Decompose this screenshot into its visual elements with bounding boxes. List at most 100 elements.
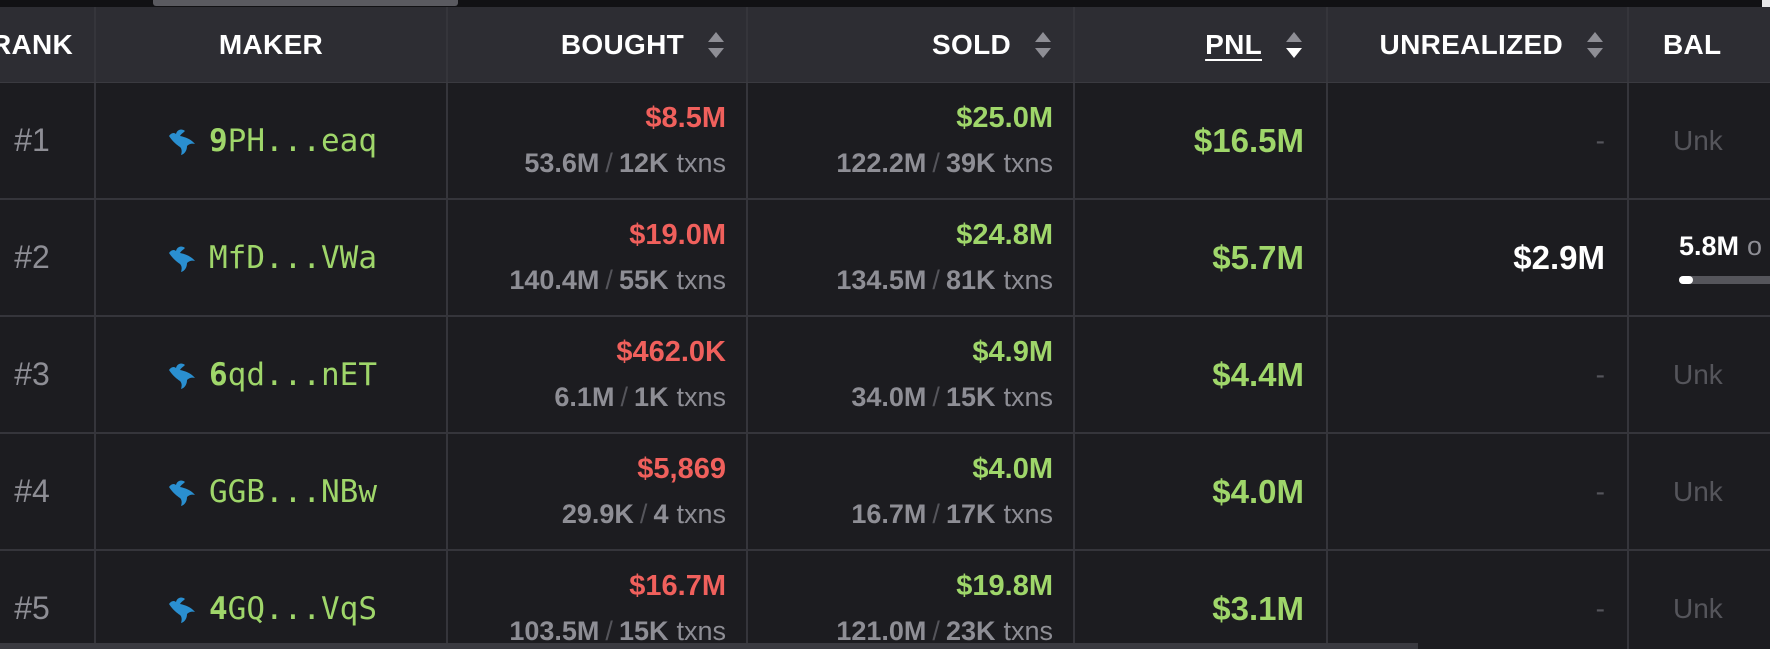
unrealized-cell: - — [1328, 434, 1629, 549]
maker-cell[interactable]: 6qd...nET — [96, 317, 448, 432]
header-unrealized-label[interactable]: UNREALIZED — [1379, 28, 1563, 60]
rank-cell: #4 — [0, 434, 96, 549]
sort-descending-icon[interactable] — [1284, 30, 1304, 60]
rank-value: #3 — [14, 356, 50, 392]
sold-cell: $4.0M 16.7M/17K txns — [748, 434, 1075, 549]
maker-cell[interactable]: MfD...VWa — [96, 200, 448, 315]
sort-neutral-icon[interactable] — [706, 30, 726, 60]
bought-usd: $16.7M — [629, 569, 726, 602]
bought-detail: 103.5M/15K txns — [509, 615, 726, 646]
balance-value: Unk — [1673, 592, 1723, 624]
sold-detail: 34.0M/15K txns — [851, 381, 1053, 412]
unrealized-cell: - — [1328, 317, 1629, 432]
rank-cell: #1 — [0, 83, 96, 198]
maker-address[interactable]: 9PH...eaq — [209, 122, 377, 159]
horizontal-scroll-thumb-bottom[interactable] — [0, 643, 1418, 649]
whale-icon — [169, 246, 195, 272]
pnl-cell: $5.7M — [1075, 200, 1328, 315]
rank-cell: #2 — [0, 200, 96, 315]
bought-usd: $462.0K — [616, 335, 726, 368]
unrealized-value: - — [1595, 358, 1605, 390]
maker-cell[interactable]: 4GQ...VqS — [96, 551, 448, 649]
bought-detail: 6.1M/1K txns — [554, 381, 726, 412]
pnl-cell: $3.1M — [1075, 551, 1328, 649]
balance-progress-bar — [1679, 276, 1770, 284]
maker-address[interactable]: 6qd...nET — [209, 356, 377, 393]
bought-cell: $19.0M 140.4M/55K txns — [448, 200, 748, 315]
sold-usd: $19.8M — [956, 569, 1053, 602]
unrealized-value: $2.9M — [1513, 238, 1605, 276]
bought-detail: 53.6M/12K txns — [524, 147, 726, 178]
pnl-value: $5.7M — [1212, 238, 1304, 276]
rank-value: #1 — [14, 122, 50, 158]
header-sold-label[interactable]: SOLD — [932, 28, 1011, 60]
maker-address[interactable]: 4GQ...VqS — [209, 590, 377, 627]
table-row[interactable]: #5 4GQ...VqS $16.7M 103.5M/15K txns $19.8… — [0, 551, 1770, 649]
sort-neutral-icon[interactable] — [1033, 30, 1053, 60]
bought-detail: 140.4M/55K txns — [509, 264, 726, 295]
rank-value: #2 — [14, 239, 50, 275]
balance-cell: Unk — [1629, 551, 1770, 649]
table-header: RANK MAKER BOUGHT SOLD PNL — [0, 7, 1770, 83]
balance-cell: Unk — [1629, 434, 1770, 549]
sold-detail: 134.5M/81K txns — [836, 264, 1053, 295]
balance-cell: Unk — [1629, 83, 1770, 198]
sold-cell: $19.8M 121.0M/23K txns — [748, 551, 1075, 649]
top-scroll-track — [0, 0, 1770, 7]
balance-cell: Unk — [1629, 317, 1770, 432]
unrealized-cell: $2.9M — [1328, 200, 1629, 315]
balance-value: Unk — [1673, 124, 1723, 156]
unrealized-value: - — [1595, 475, 1605, 507]
sold-cell: $4.9M 34.0M/15K txns — [748, 317, 1075, 432]
pnl-value: $16.5M — [1193, 121, 1304, 159]
rank-value: #5 — [14, 590, 50, 626]
unrealized-cell: - — [1328, 83, 1629, 198]
header-maker-label: MAKER — [218, 28, 324, 60]
sold-detail: 121.0M/23K txns — [836, 615, 1053, 646]
maker-cell[interactable]: GGB...NBw — [96, 434, 448, 549]
header-pnl[interactable]: PNL — [1075, 7, 1328, 82]
rank-value: #4 — [14, 473, 50, 509]
whale-icon — [169, 480, 195, 506]
maker-address[interactable]: MfD...VWa — [209, 239, 377, 276]
unrealized-value: - — [1595, 592, 1605, 624]
header-maker: MAKER — [96, 7, 448, 82]
header-bought-label[interactable]: BOUGHT — [560, 28, 684, 60]
header-balance: BAL — [1629, 7, 1770, 82]
bought-cell: $8.5M 53.6M/12K txns — [448, 83, 748, 198]
maker-cell[interactable]: 9PH...eaq — [96, 83, 448, 198]
sold-detail: 122.2M/39K txns — [836, 147, 1053, 178]
bought-usd: $8.5M — [645, 101, 726, 134]
sold-cell: $24.8M 134.5M/81K txns — [748, 200, 1075, 315]
rank-cell: #5 — [0, 551, 96, 649]
sold-usd: $25.0M — [956, 101, 1053, 134]
maker-address[interactable]: GGB...NBw — [209, 473, 377, 510]
balance-cell: 5.8M o — [1629, 200, 1770, 315]
bought-cell: $462.0K 6.1M/1K txns — [448, 317, 748, 432]
pnl-value: $3.1M — [1212, 589, 1304, 627]
bought-detail: 29.9K/4 txns — [561, 498, 726, 529]
table-row[interactable]: #2 MfD...VWa $19.0M 140.4M/55K txns $24.8… — [0, 200, 1770, 317]
header-bought[interactable]: BOUGHT — [448, 7, 748, 82]
bought-cell: $5,869 29.9K/4 txns — [448, 434, 748, 549]
balance-progress-fill — [1679, 276, 1693, 284]
sort-neutral-icon[interactable] — [1585, 30, 1605, 60]
header-sold[interactable]: SOLD — [748, 7, 1075, 82]
pnl-cell: $4.0M — [1075, 434, 1328, 549]
sold-usd: $24.8M — [956, 218, 1053, 251]
header-rank-label: RANK — [0, 28, 74, 60]
pnl-value: $4.4M — [1212, 355, 1304, 393]
bought-usd: $19.0M — [629, 218, 726, 251]
table-row[interactable]: #4 GGB...NBw $5,869 29.9K/4 txns $4.0M 16… — [0, 434, 1770, 551]
table-row[interactable]: #3 6qd...nET $462.0K 6.1M/1K txns $4.9M 3… — [0, 317, 1770, 434]
header-pnl-label[interactable]: PNL — [1205, 28, 1262, 60]
top-traders-table: RANK MAKER BOUGHT SOLD PNL — [0, 7, 1770, 649]
horizontal-scroll-thumb-top[interactable] — [153, 0, 458, 6]
header-unrealized[interactable]: UNREALIZED — [1328, 7, 1629, 82]
whale-icon — [169, 363, 195, 389]
whale-icon — [169, 597, 195, 623]
rank-cell: #3 — [0, 317, 96, 432]
sold-detail: 16.7M/17K txns — [851, 498, 1053, 529]
table-row[interactable]: #1 9PH...eaq $8.5M 53.6M/12K txns $25.0M … — [0, 83, 1770, 200]
